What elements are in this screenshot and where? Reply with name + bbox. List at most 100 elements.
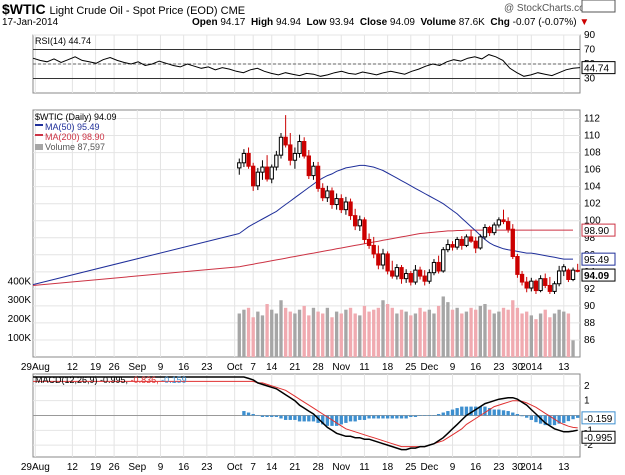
volume-bar <box>418 307 422 357</box>
volume-bar <box>469 307 473 357</box>
ma50-swatch <box>35 124 43 126</box>
rsi-last-label: 44.74 <box>584 64 609 75</box>
x-tick-label: 14 <box>266 462 278 473</box>
volume-bar <box>395 313 399 357</box>
candle-body <box>292 152 298 161</box>
candle-body <box>329 190 335 206</box>
x-tick-label: 23 <box>493 462 505 473</box>
candle-body <box>380 253 386 266</box>
rsi-tick-label: 30 <box>584 74 596 85</box>
volume-bar <box>334 311 339 357</box>
chart-header: $WTIC Light Crude Oil - Spot Price (EOD)… <box>0 0 625 34</box>
macd-histogram-bar <box>571 415 575 420</box>
macd-hist-last-box <box>581 411 616 425</box>
volume-bar <box>515 307 520 357</box>
macd-histogram-bar <box>566 415 571 422</box>
candle-body <box>556 270 562 285</box>
volume-bar <box>441 296 445 357</box>
macd-histogram-bar <box>283 415 288 420</box>
ma200-last-label-box <box>581 223 616 237</box>
volume-bar <box>348 307 353 357</box>
volume-bar <box>534 319 538 357</box>
x-tick-label: 23 <box>201 462 213 473</box>
volume-bar <box>450 309 455 357</box>
chg-down-icon: ▼ <box>579 17 590 28</box>
macd-histogram-bar <box>520 415 524 417</box>
macd-histogram-bar <box>409 415 413 417</box>
macd-histogram-bar <box>339 415 343 425</box>
volume-bar <box>506 309 510 357</box>
volume-legend: Volume 87,597 <box>45 142 105 152</box>
macd-histogram-bar <box>474 406 478 416</box>
close-last-label: 94.09 <box>584 271 609 282</box>
macd-histogram-bar <box>256 415 260 416</box>
rsi-last-box <box>581 61 616 75</box>
candle-body <box>566 269 571 280</box>
x-tick-label: 7 <box>250 462 256 473</box>
volume-bar <box>321 313 325 357</box>
volume-bar <box>367 311 371 357</box>
candle-body <box>260 166 265 173</box>
x-tick-label: 9 <box>450 362 456 373</box>
macd-histogram-bar <box>464 406 469 416</box>
macd-histogram-bar <box>455 408 459 416</box>
candle-body <box>237 162 242 169</box>
macd-histogram-bar <box>529 415 533 420</box>
macd-histogram-bar <box>562 415 566 423</box>
volume-tick-label: 300K <box>8 295 32 306</box>
macd-hist-last-label: -0.159 <box>584 414 613 425</box>
volume-bar <box>311 307 316 357</box>
x-tick-label: 7 <box>250 362 256 373</box>
volume-bar <box>274 313 279 357</box>
volume-bar <box>302 305 306 357</box>
volume-bar <box>548 317 552 357</box>
candle-body <box>399 267 404 280</box>
macd-histogram-bar <box>432 415 436 416</box>
x-tick-label: 13 <box>558 462 570 473</box>
candle-body <box>264 166 270 180</box>
volume-bar <box>385 304 390 357</box>
candle-body <box>417 269 423 277</box>
x-tick-label: Oct <box>227 462 243 473</box>
volume-bar <box>237 313 241 357</box>
candle-body <box>408 273 413 283</box>
x-tick-label: 16 <box>470 362 482 373</box>
x-tick-label: 13 <box>558 362 570 373</box>
x-tick-label: 12 <box>67 362 79 373</box>
volume-bar <box>464 311 469 357</box>
candle-body <box>505 221 511 230</box>
volume-bar <box>446 302 450 357</box>
symbol-title: $WTIC Light Crude Oil - Spot Price (EOD)… <box>2 1 246 17</box>
volume-tick-label: 200K <box>8 314 32 325</box>
candle-body <box>288 144 293 161</box>
macd-histogram-bar <box>427 415 432 416</box>
x-tick-label: 30 <box>512 362 524 373</box>
candle-body <box>492 224 497 234</box>
macd-histogram-bar <box>251 414 255 416</box>
x-tick-label: Dec <box>420 362 438 373</box>
x-tick-label: 9 <box>450 462 456 473</box>
macd-histogram-bar <box>418 415 422 416</box>
ma50-last-label-box <box>581 252 616 266</box>
macd-histogram-bar <box>344 415 348 423</box>
x-tick-label: Sep <box>128 462 146 473</box>
candle-body <box>464 236 469 246</box>
ma200-last-label: 98.90 <box>584 226 609 237</box>
candle-body <box>436 261 441 272</box>
macd-histogram-bar <box>246 412 251 416</box>
volume-bar <box>279 300 283 357</box>
macd-histogram-bar <box>450 409 455 416</box>
macd-histogram-bar <box>501 410 506 416</box>
candle-body <box>283 136 288 146</box>
macd-histogram-bar <box>311 415 316 422</box>
volume-bar <box>251 317 255 357</box>
x-tick-label: 12 <box>67 462 79 473</box>
macd-histogram-bar <box>372 415 376 419</box>
volume-bar <box>358 315 362 357</box>
macd-histogram-bar <box>348 415 353 422</box>
volume-bar <box>376 307 381 357</box>
volume-bar <box>538 313 543 357</box>
price-tick-label: 104 <box>584 182 601 193</box>
macd-legend-value: -0.995, <box>100 375 131 385</box>
candle-body <box>575 269 580 272</box>
